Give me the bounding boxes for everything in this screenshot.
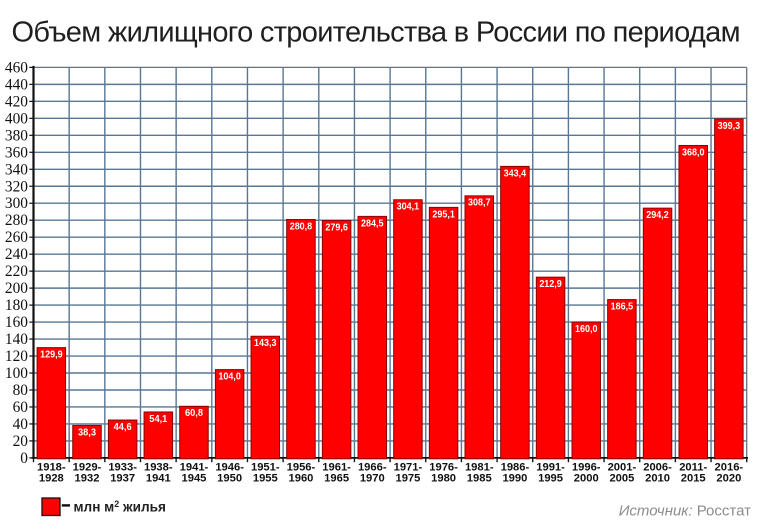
- svg-text:1941-: 1941-: [180, 461, 209, 473]
- svg-text:1929-: 1929-: [73, 461, 102, 473]
- svg-text:2015: 2015: [681, 473, 706, 485]
- svg-text:200: 200: [5, 280, 28, 297]
- svg-text:220: 220: [5, 263, 28, 280]
- svg-text:1945: 1945: [182, 473, 207, 485]
- svg-text:1950: 1950: [217, 473, 242, 485]
- svg-text:Объем жилищного строительства: Объем жилищного строительства в России п…: [12, 17, 741, 49]
- svg-text:304,1: 304,1: [397, 202, 420, 213]
- svg-text:2001-: 2001-: [608, 461, 637, 473]
- svg-text:129,9: 129,9: [40, 350, 63, 361]
- svg-text:260: 260: [5, 229, 28, 246]
- svg-text:140: 140: [5, 331, 28, 348]
- svg-text:54,1: 54,1: [149, 414, 167, 425]
- svg-text:1991-: 1991-: [536, 461, 565, 473]
- svg-text:1933-: 1933-: [108, 461, 137, 473]
- svg-text:279,6: 279,6: [325, 222, 348, 233]
- svg-text:1961-: 1961-: [322, 461, 351, 473]
- svg-text:2005: 2005: [609, 473, 634, 485]
- svg-text:180: 180: [5, 297, 28, 314]
- svg-text:1996-: 1996-: [572, 461, 601, 473]
- svg-text:2010: 2010: [645, 473, 670, 485]
- svg-text:160,0: 160,0: [575, 324, 598, 335]
- svg-text:38,3: 38,3: [78, 427, 96, 438]
- svg-text:340: 340: [5, 161, 28, 178]
- svg-text:240: 240: [5, 246, 28, 263]
- svg-text:1976-: 1976-: [429, 461, 458, 473]
- svg-text:368,0: 368,0: [682, 147, 705, 158]
- svg-text:399,3: 399,3: [718, 121, 741, 132]
- svg-text:460: 460: [5, 59, 28, 76]
- svg-text:1955: 1955: [253, 473, 278, 485]
- svg-text:308,7: 308,7: [468, 198, 491, 209]
- svg-text:343,4: 343,4: [504, 168, 527, 179]
- svg-text:400: 400: [5, 110, 28, 127]
- svg-text:1938-: 1938-: [144, 461, 173, 473]
- svg-text:1971-: 1971-: [394, 461, 423, 473]
- svg-text:280: 280: [5, 212, 28, 229]
- svg-text:284,5: 284,5: [361, 218, 384, 229]
- svg-text:120: 120: [5, 348, 28, 365]
- svg-text:1966-: 1966-: [358, 461, 387, 473]
- svg-text:1951-: 1951-: [251, 461, 280, 473]
- svg-text:320: 320: [5, 178, 28, 195]
- svg-text:млн м2 жилья: млн м2 жилья: [74, 499, 166, 514]
- svg-text:1981-: 1981-: [465, 461, 494, 473]
- svg-text:Источник: Росстат: Источник: Росстат: [619, 503, 751, 520]
- svg-text:1986-: 1986-: [501, 461, 530, 473]
- svg-text:360: 360: [5, 144, 28, 161]
- svg-text:1960: 1960: [289, 473, 314, 485]
- svg-text:1932: 1932: [75, 473, 100, 485]
- svg-text:100: 100: [5, 365, 28, 382]
- svg-text:1956-: 1956-: [287, 461, 316, 473]
- svg-text:300: 300: [5, 195, 28, 212]
- svg-text:1965: 1965: [324, 473, 349, 485]
- svg-text:1937: 1937: [110, 473, 135, 485]
- svg-text:1975: 1975: [395, 473, 420, 485]
- svg-text:60,8: 60,8: [185, 408, 203, 419]
- svg-text:280,8: 280,8: [290, 221, 313, 232]
- svg-text:1941: 1941: [146, 473, 171, 485]
- svg-text:1918-: 1918-: [37, 461, 66, 473]
- svg-text:1995: 1995: [538, 473, 563, 485]
- svg-text:2020: 2020: [716, 473, 741, 485]
- svg-text:186,5: 186,5: [611, 301, 634, 312]
- svg-text:1928: 1928: [39, 473, 64, 485]
- svg-text:44,6: 44,6: [114, 422, 132, 433]
- svg-text:212,9: 212,9: [539, 279, 562, 290]
- svg-text:2000: 2000: [574, 473, 599, 485]
- svg-text:0: 0: [20, 450, 28, 467]
- svg-text:2011-: 2011-: [679, 461, 707, 473]
- svg-text:1990: 1990: [502, 473, 527, 485]
- svg-text:420: 420: [5, 93, 28, 110]
- svg-text:20: 20: [13, 433, 29, 450]
- svg-text:40: 40: [13, 416, 29, 433]
- svg-text:80: 80: [13, 382, 29, 399]
- svg-text:60: 60: [13, 399, 29, 416]
- svg-text:380: 380: [5, 127, 28, 144]
- svg-text:160: 160: [5, 314, 28, 331]
- svg-text:294,2: 294,2: [646, 210, 669, 221]
- svg-text:440: 440: [5, 76, 28, 93]
- svg-text:2006-: 2006-: [643, 461, 672, 473]
- svg-text:104,0: 104,0: [218, 372, 241, 383]
- svg-text:1970: 1970: [360, 473, 385, 485]
- svg-text:1980: 1980: [431, 473, 456, 485]
- svg-text:1985: 1985: [467, 473, 492, 485]
- svg-text:2016-: 2016-: [715, 461, 744, 473]
- svg-text:295,1: 295,1: [432, 209, 455, 220]
- svg-text:143,3: 143,3: [254, 338, 277, 349]
- svg-text:1946-: 1946-: [215, 461, 244, 473]
